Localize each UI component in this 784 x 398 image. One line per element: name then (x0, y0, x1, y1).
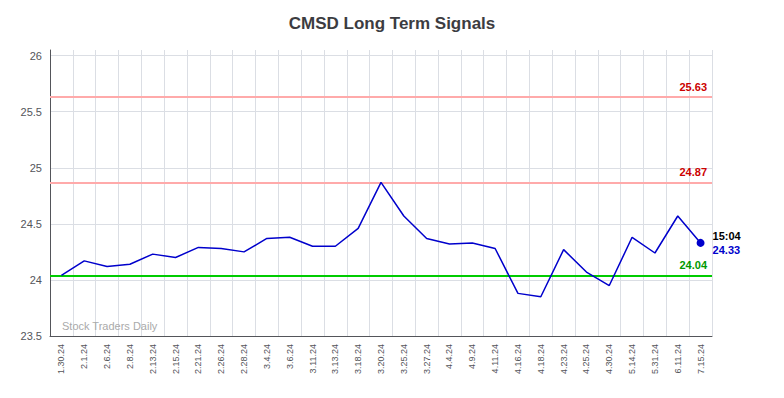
svg-text:4.23.24: 4.23.24 (559, 344, 569, 374)
svg-text:4.9.24: 4.9.24 (467, 344, 477, 369)
svg-text:4.30.24: 4.30.24 (604, 344, 614, 374)
svg-text:2.26.24: 2.26.24 (216, 344, 226, 374)
svg-text:3.25.24: 3.25.24 (399, 344, 409, 374)
svg-text:5.14.24: 5.14.24 (627, 344, 637, 374)
svg-text:25.5: 25.5 (21, 106, 42, 118)
svg-text:3.11.24: 3.11.24 (308, 344, 318, 373)
svg-text:24.5: 24.5 (21, 218, 42, 230)
svg-text:7.15.24: 7.15.24 (696, 344, 706, 374)
svg-text:23.5: 23.5 (21, 330, 42, 342)
svg-text:CMSD Long Term Signals: CMSD Long Term Signals (289, 14, 496, 33)
svg-text:1.30.24: 1.30.24 (56, 344, 66, 374)
svg-text:2.13.24: 2.13.24 (148, 344, 158, 374)
svg-text:15:04: 15:04 (713, 230, 742, 242)
svg-text:3.18.24: 3.18.24 (353, 344, 363, 374)
svg-text:3.4.24: 3.4.24 (262, 344, 272, 369)
svg-text:24.87: 24.87 (679, 166, 707, 178)
svg-text:2.28.24: 2.28.24 (239, 344, 249, 374)
svg-text:6.11.24: 6.11.24 (673, 344, 683, 373)
svg-text:2.21.24: 2.21.24 (193, 344, 203, 374)
svg-text:4.16.24: 4.16.24 (513, 344, 523, 374)
svg-text:4.25.24: 4.25.24 (581, 344, 591, 374)
svg-text:4.18.24: 4.18.24 (536, 344, 546, 374)
svg-text:25: 25 (30, 162, 42, 174)
svg-text:3.27.24: 3.27.24 (422, 344, 432, 374)
svg-text:24.04: 24.04 (679, 259, 707, 271)
svg-text:25.63: 25.63 (679, 81, 707, 93)
svg-text:4.11.24: 4.11.24 (490, 344, 500, 373)
svg-text:24.33: 24.33 (713, 244, 741, 256)
svg-text:3.20.24: 3.20.24 (376, 344, 386, 374)
svg-text:3.13.24: 3.13.24 (330, 344, 340, 374)
svg-text:2.6.24: 2.6.24 (102, 344, 112, 369)
svg-text:24: 24 (30, 274, 42, 286)
svg-text:5.31.24: 5.31.24 (650, 344, 660, 374)
svg-text:4.4.24: 4.4.24 (444, 344, 454, 369)
svg-text:Stock Traders Daily: Stock Traders Daily (62, 320, 158, 332)
svg-text:2.8.24: 2.8.24 (125, 344, 135, 369)
svg-text:2.1.24: 2.1.24 (79, 344, 89, 369)
svg-text:3.6.24: 3.6.24 (285, 344, 295, 369)
svg-text:2.15.24: 2.15.24 (171, 344, 181, 374)
svg-text:26: 26 (30, 50, 42, 62)
